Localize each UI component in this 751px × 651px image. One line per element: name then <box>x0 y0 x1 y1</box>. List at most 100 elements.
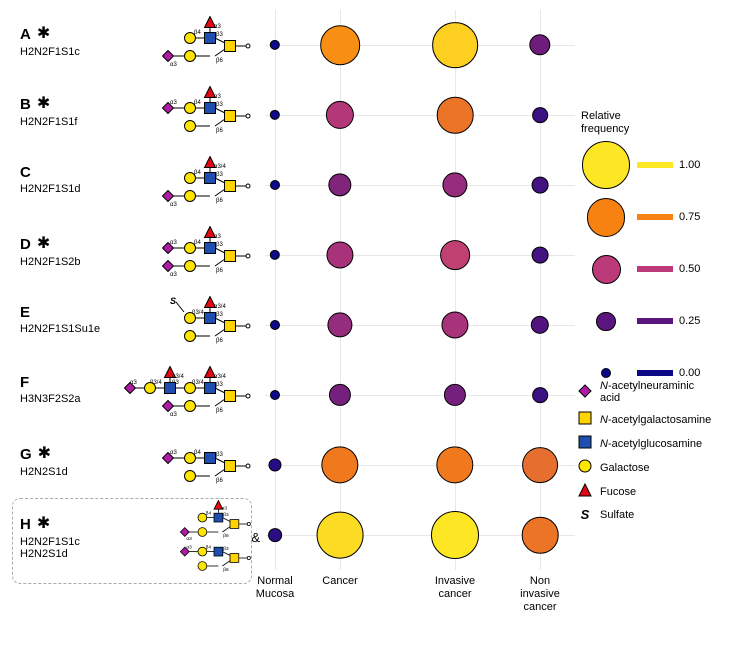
bubble <box>444 384 466 406</box>
bubble <box>327 312 352 337</box>
bubble <box>268 458 281 471</box>
legend-freq-stop: 0.25 <box>581 296 741 346</box>
svg-text:α3: α3 <box>214 24 221 30</box>
bubble <box>522 447 558 483</box>
column-label: Cancer <box>322 575 357 588</box>
svg-text:β6: β6 <box>216 338 223 344</box>
bubble <box>431 511 479 559</box>
row-G: G✱H2N2S1dβ3β6β4α3 <box>10 430 580 500</box>
svg-text:α3/4: α3/4 <box>214 164 226 170</box>
svg-text:β3: β3 <box>216 172 223 178</box>
legend-glycan-item: Galactose <box>576 459 741 476</box>
bubble <box>270 390 280 400</box>
legend-glycan-item: N-acetylgalactosamine <box>576 411 741 428</box>
dashed-box-h <box>12 498 252 584</box>
bubble-row <box>265 80 575 150</box>
glycan-structure: β3β6α3β4α3 <box>122 16 252 74</box>
svg-text:α3/4: α3/4 <box>214 374 226 380</box>
bubble <box>328 173 351 196</box>
glycan-structure: β3β6α3/4β4α3 <box>122 156 252 214</box>
bubble <box>532 247 549 264</box>
bubble <box>270 180 280 190</box>
bubble <box>268 528 282 542</box>
svg-text:α3: α3 <box>170 62 177 68</box>
bubble <box>440 240 470 270</box>
svg-text:α3: α3 <box>214 234 221 240</box>
bubble-row <box>265 500 575 570</box>
legend-glycan-item: N-acetylglucosamine <box>576 435 741 452</box>
bubble <box>320 25 360 65</box>
glycan-structure: β3β6α3β4α3 <box>122 86 252 144</box>
legend-glycan-item: SSulfate <box>576 507 741 522</box>
row-label: A✱H2N2F1S1c <box>20 24 130 58</box>
svg-text:β3: β3 <box>216 312 223 318</box>
row-F: FH3N3F2S2aβ3β6α3/4β3/4β3α3/4β3/4α3α3 <box>10 360 580 430</box>
bubble <box>442 172 467 197</box>
svg-text:β6: β6 <box>216 128 223 134</box>
legend-glycan-item: N-acetylneuraminicacid <box>576 380 741 404</box>
bubble <box>329 384 351 406</box>
svg-text:α3: α3 <box>170 412 177 418</box>
legend-freq-stop: 0.75 <box>581 192 741 242</box>
column-label: Invasivecancer <box>435 575 475 601</box>
bubble-row <box>265 150 575 220</box>
svg-text:S: S <box>170 296 176 306</box>
svg-text:β3: β3 <box>216 242 223 248</box>
bubble <box>317 512 364 559</box>
svg-text:β6: β6 <box>216 478 223 484</box>
bubble <box>326 101 354 129</box>
svg-text:β6: β6 <box>216 58 223 64</box>
column-label: Non invasivecancer <box>520 575 560 615</box>
bubble <box>437 97 474 134</box>
chart-area: A✱H2N2F1S1cβ3β6α3β4α3B✱H2N2F1S1fβ3β6α3β4… <box>10 10 580 610</box>
svg-text:β3: β3 <box>216 382 223 388</box>
row-C: CH2N2F1S1dβ3β6α3/4β4α3 <box>10 150 580 220</box>
row-label: B✱H2N2F1S1f <box>20 94 130 128</box>
svg-text:β6: β6 <box>216 408 223 414</box>
glycan-structure: β3β6β4α3 <box>122 436 252 494</box>
legend-title: Relative frequency <box>581 110 741 136</box>
bubble <box>270 40 280 50</box>
bubble <box>532 177 549 194</box>
glycan-structure: β3β6α3/4β3/4S <box>122 296 252 354</box>
bubble-row <box>265 10 575 80</box>
bubble <box>270 110 280 120</box>
row-B: B✱H2N2F1S1fβ3β6α3β4α3 <box>10 80 580 150</box>
legend-freq-stop: 1.00 <box>581 140 741 190</box>
bubble-row <box>265 430 575 500</box>
glycan-structure: β3β6α3β4α3α3 <box>122 226 252 284</box>
svg-text:α3/4: α3/4 <box>214 304 226 310</box>
row-label: CH2N2F1S1d <box>20 164 130 195</box>
bubble <box>522 517 559 554</box>
bubble <box>432 22 478 68</box>
bubble-row <box>265 290 575 360</box>
column-label: NormalMucosa <box>256 575 295 601</box>
svg-text:α3: α3 <box>170 272 177 278</box>
bubble <box>532 387 548 403</box>
svg-text:α3: α3 <box>170 202 177 208</box>
bubble-row <box>265 220 575 290</box>
bubble <box>321 446 358 483</box>
svg-text:β3: β3 <box>216 102 223 108</box>
row-label: G✱H2N2S1d <box>20 444 130 478</box>
svg-text:β6: β6 <box>216 198 223 204</box>
legend-glycan-item: Fucose <box>576 483 741 500</box>
bubble-row <box>265 360 575 430</box>
row-label: D✱H2N2F1S2b <box>20 234 130 268</box>
bubble <box>326 241 353 268</box>
bubble <box>532 107 548 123</box>
glycan-structure: β3β6α3/4β3/4β3α3/4β3/4α3α3 <box>122 366 252 424</box>
svg-text:β3: β3 <box>216 32 223 38</box>
row-label: FH3N3F2S2a <box>20 374 130 405</box>
legend-relative-frequency: Relative frequency 1.00 0.75 0.50 0.25 0… <box>581 110 741 400</box>
row-A: A✱H2N2F1S1cβ3β6α3β4α3 <box>10 10 580 80</box>
row-label: EH2N2F1S1Su1e <box>20 304 130 335</box>
row-D: D✱H2N2F1S2bβ3β6α3β4α3α3 <box>10 220 580 290</box>
bubble <box>270 320 280 330</box>
legend-freq-stop: 0.50 <box>581 244 741 294</box>
bubble <box>529 34 550 55</box>
legend-freq-stops: 1.00 0.75 0.50 0.25 0.00 <box>581 140 741 398</box>
bubble <box>436 446 473 483</box>
svg-text:α3: α3 <box>214 94 221 100</box>
svg-text:α3/4: α3/4 <box>172 374 184 380</box>
